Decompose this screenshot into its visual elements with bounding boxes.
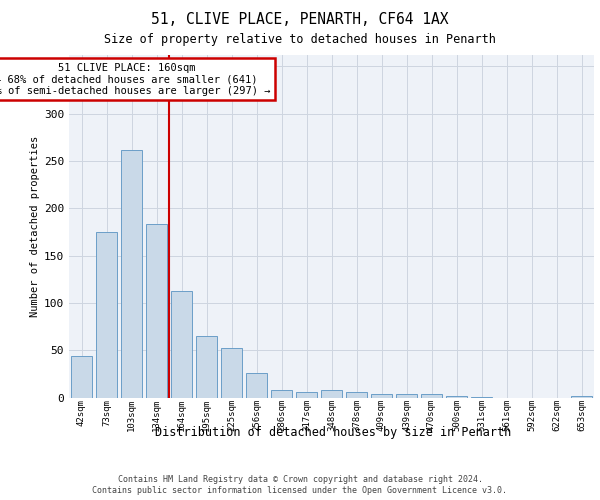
Bar [121,150,142,398]
Text: 51 CLIVE PLACE: 160sqm
← 68% of detached houses are smaller (641)
32% of semi-de: 51 CLIVE PLACE: 160sqm ← 68% of detached… [0,62,270,96]
Text: Contains HM Land Registry data © Crown copyright and database right 2024.: Contains HM Land Registry data © Crown c… [118,475,482,484]
Bar [346,392,367,398]
Bar [171,290,192,398]
Y-axis label: Number of detached properties: Number of detached properties [30,136,40,317]
Bar [71,356,92,398]
Bar [246,373,267,398]
Bar [396,394,417,398]
Bar [221,348,242,398]
Bar [571,396,592,398]
Bar [96,232,117,398]
Text: Size of property relative to detached houses in Penarth: Size of property relative to detached ho… [104,32,496,46]
Bar [321,390,342,398]
Text: Distribution of detached houses by size in Penarth: Distribution of detached houses by size … [155,426,511,439]
Text: Contains public sector information licensed under the Open Government Licence v3: Contains public sector information licen… [92,486,508,495]
Bar [196,336,217,398]
Bar [471,396,492,398]
Bar [371,394,392,398]
Bar [296,392,317,398]
Bar [446,396,467,398]
Text: 51, CLIVE PLACE, PENARTH, CF64 1AX: 51, CLIVE PLACE, PENARTH, CF64 1AX [151,12,449,28]
Bar [421,394,442,398]
Bar [271,390,292,398]
Bar [146,224,167,398]
